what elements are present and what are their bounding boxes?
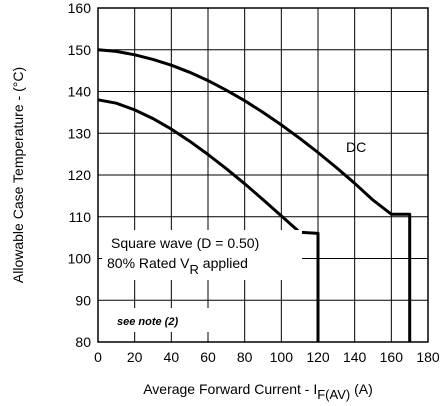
y-tick-label: 120 [68, 167, 92, 183]
y-tick-label: 130 [68, 125, 92, 141]
x-tick-label: 180 [416, 349, 440, 365]
x-tick-label: 0 [94, 349, 102, 365]
y-tick-label: 150 [68, 42, 92, 58]
x-tick-label: 120 [306, 349, 330, 365]
y-tick-label: 90 [75, 292, 91, 308]
x-axis-label-main: Average Forward Current - I [143, 381, 317, 397]
square-wave-label: Square wave (D = 0.50) [111, 235, 259, 251]
x-tick-label: 80 [237, 349, 253, 365]
y-tick-label: 80 [75, 334, 91, 350]
x-tick-label: 100 [270, 349, 294, 365]
x-tick-label: 160 [380, 349, 404, 365]
note-box-bg [104, 308, 214, 332]
y-tick-label: 140 [68, 84, 92, 100]
y-tick-label: 100 [68, 251, 92, 267]
x-axis-label-sub: F(AV) [317, 387, 350, 402]
rated-label-prefix: 80% Rated V [107, 255, 190, 271]
rated-label: 80% Rated VR applied [107, 255, 248, 277]
annotation-box: Square wave (D = 0.50) 80% Rated VR appl… [102, 230, 302, 280]
x-tick-label: 20 [127, 349, 143, 365]
x-axis-label-suffix: (A) [350, 381, 373, 397]
x-tick-label: 60 [200, 349, 216, 365]
dc-label: DC [346, 139, 366, 155]
note-label: see note (2) [117, 316, 178, 328]
series-line-square-wave [97, 98, 320, 342]
annotation-box-bg [102, 230, 302, 280]
rated-label-sub: R [190, 262, 199, 277]
x-tick-label: 40 [164, 349, 180, 365]
y-tick-labels: 80 90 100 110 120 130 140 150 160 [68, 0, 92, 350]
series-line-dc [97, 48, 412, 342]
plot-frame [97, 7, 429, 343]
x-tick-label: 140 [343, 349, 367, 365]
x-axis-label: Average Forward Current - IF(AV) (A) [143, 381, 373, 402]
rated-label-suffix: applied [199, 255, 248, 271]
y-tick-label: 110 [69, 209, 92, 225]
y-axis-label: Allowable Case Temperature - (°C) [10, 67, 26, 283]
y-tick-label: 160 [68, 0, 92, 16]
x-tick-labels: 0 20 40 60 80 100 120 140 160 180 [94, 349, 440, 365]
note-box: see note (2) [104, 308, 214, 332]
curves [97, 48, 412, 342]
